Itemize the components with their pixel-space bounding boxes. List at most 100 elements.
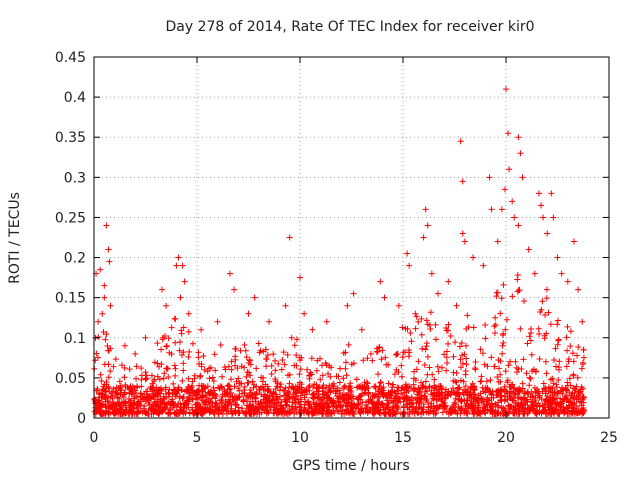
data-point xyxy=(195,349,202,356)
data-point xyxy=(418,396,425,403)
data-point xyxy=(238,363,245,370)
data-point xyxy=(518,400,525,407)
data-point xyxy=(560,404,567,411)
data-point xyxy=(130,400,137,407)
data-point xyxy=(478,373,485,380)
data-point xyxy=(306,400,313,407)
data-point xyxy=(467,393,474,400)
data-point xyxy=(151,359,158,366)
data-point xyxy=(192,409,199,416)
data-point-peak xyxy=(231,286,238,293)
data-point xyxy=(342,359,349,366)
data-point xyxy=(162,384,169,391)
data-point xyxy=(364,380,371,387)
data-point xyxy=(424,388,431,395)
data-point xyxy=(298,384,305,391)
data-point xyxy=(547,401,554,408)
data-point xyxy=(567,328,574,335)
data-point xyxy=(125,410,132,417)
data-point xyxy=(458,340,465,347)
data-point xyxy=(272,376,279,383)
data-point-peak xyxy=(121,342,128,349)
data-point xyxy=(407,330,414,337)
data-point xyxy=(263,363,270,370)
data-point xyxy=(306,375,313,382)
data-point-peak xyxy=(506,166,513,173)
data-point xyxy=(479,384,486,391)
data-point xyxy=(194,396,201,403)
data-point xyxy=(235,404,242,411)
data-point xyxy=(570,385,577,392)
data-point xyxy=(301,394,308,401)
data-point xyxy=(224,382,231,389)
data-point xyxy=(282,402,289,409)
data-point-peak xyxy=(488,206,495,213)
data-point xyxy=(571,389,578,396)
data-point xyxy=(494,289,501,296)
data-point xyxy=(135,402,142,409)
data-point xyxy=(527,326,534,333)
data-point xyxy=(463,361,470,368)
data-point xyxy=(542,384,549,391)
data-point xyxy=(163,342,170,349)
data-point xyxy=(198,361,205,368)
data-point-peak xyxy=(99,310,106,317)
data-point xyxy=(487,377,494,384)
data-point xyxy=(547,376,554,383)
data-point xyxy=(293,362,300,369)
data-point xyxy=(182,410,189,417)
data-point xyxy=(495,410,502,417)
data-point xyxy=(472,366,479,373)
data-point xyxy=(415,386,422,393)
y-tick-label: 0.15 xyxy=(55,291,86,307)
data-point xyxy=(463,355,470,362)
data-point xyxy=(156,376,163,383)
data-point xyxy=(185,386,192,393)
data-point xyxy=(469,380,476,387)
data-point xyxy=(398,391,405,398)
data-point-peak xyxy=(406,262,413,269)
data-point xyxy=(467,384,474,391)
data-point xyxy=(532,368,539,375)
data-point xyxy=(543,370,550,377)
data-point xyxy=(494,373,501,380)
data-point xyxy=(360,408,367,415)
data-point-peak xyxy=(344,302,351,309)
data-point xyxy=(330,380,337,387)
data-point xyxy=(232,353,239,360)
data-point-peak xyxy=(214,318,221,325)
data-point xyxy=(169,390,176,397)
data-point xyxy=(246,356,253,363)
data-point xyxy=(151,376,158,383)
data-point xyxy=(405,347,412,354)
data-point-peak xyxy=(158,286,165,293)
data-point xyxy=(539,388,546,395)
data-point-peak xyxy=(422,206,429,213)
data-point xyxy=(356,383,363,390)
data-point xyxy=(105,347,112,354)
data-point xyxy=(335,399,342,406)
data-point xyxy=(96,409,103,416)
data-point xyxy=(269,400,276,407)
data-point xyxy=(460,378,467,385)
data-point xyxy=(176,395,183,402)
data-point xyxy=(571,395,578,402)
data-point xyxy=(435,368,442,375)
data-point xyxy=(509,293,516,300)
data-point xyxy=(369,410,376,417)
data-point xyxy=(575,392,582,399)
data-point xyxy=(337,365,344,372)
data-point-peak xyxy=(480,262,487,269)
data-point xyxy=(134,401,141,408)
data-point xyxy=(491,323,498,330)
data-point xyxy=(471,383,478,390)
data-point xyxy=(386,391,393,398)
data-point xyxy=(252,390,259,397)
data-point xyxy=(340,396,347,403)
data-point xyxy=(340,375,347,382)
data-point xyxy=(449,406,456,413)
data-point xyxy=(580,406,587,413)
data-point-peak xyxy=(132,350,139,357)
data-point xyxy=(131,395,138,402)
data-point xyxy=(579,359,586,366)
